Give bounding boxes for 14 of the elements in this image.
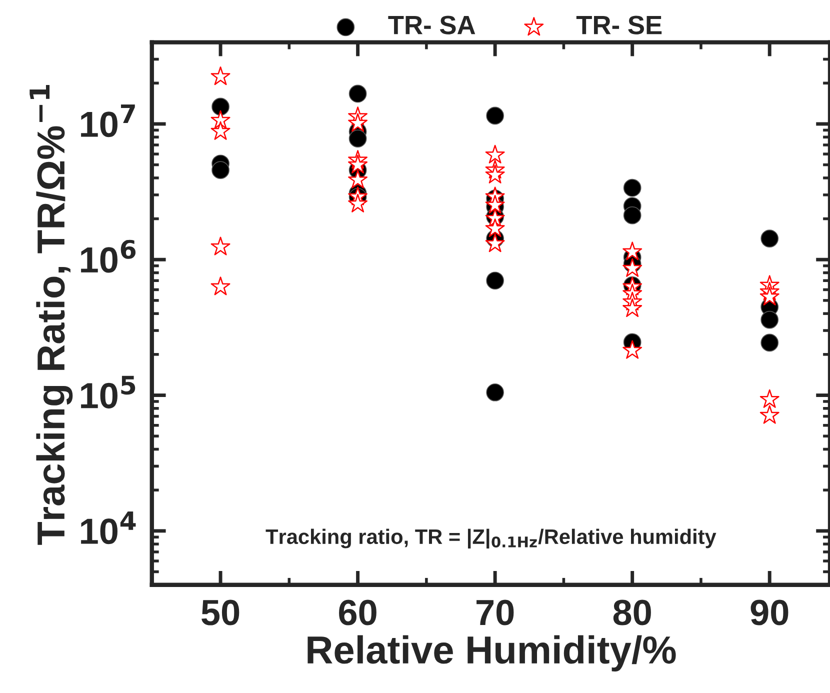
y-axis-title: Tracking Ratio, TR/Ω%$^{−1}$ [30, 84, 73, 545]
y-tick-label: 10$^{5}$ [81, 376, 136, 408]
x-tick-label: 50 [202, 600, 240, 626]
x-axis-title: Relative Humidity/% [308, 635, 676, 672]
y-tick-label: 10$^{4}$ [81, 511, 136, 544]
annotation: Tracking ratio, TR = |Z|$_{0.1Hz}$/Relative humidity [266, 528, 716, 548]
x-tick-label: 70 [476, 600, 514, 626]
legend-label: TR- SA [388, 16, 476, 34]
x-tick-label: 90 [750, 600, 788, 626]
y-tick-label: 10$^{7}$ [81, 104, 135, 138]
legend-label: TR- SE [576, 16, 662, 34]
x-tick-label: 60 [339, 600, 376, 626]
x-tick-label: 80 [613, 600, 651, 626]
y-tick-label: 10$^{6}$ [81, 240, 136, 273]
